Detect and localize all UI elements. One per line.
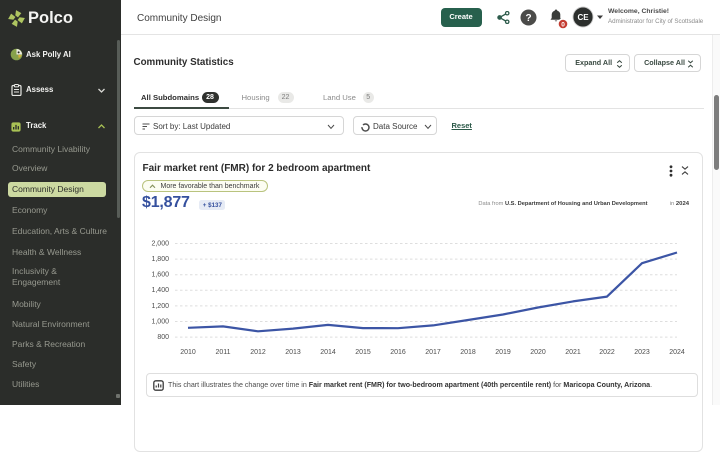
svg-text:2013: 2013 bbox=[285, 349, 301, 356]
svg-text:1,000: 1,000 bbox=[151, 318, 169, 325]
svg-text:2017: 2017 bbox=[425, 349, 441, 356]
svg-text:1,200: 1,200 bbox=[151, 303, 169, 310]
svg-text:1,600: 1,600 bbox=[151, 272, 169, 279]
svg-text:CE: CE bbox=[577, 13, 589, 22]
svg-text:2,000: 2,000 bbox=[151, 240, 169, 247]
svg-text:2015: 2015 bbox=[355, 349, 371, 356]
svg-text:2023: 2023 bbox=[634, 349, 650, 356]
svg-text:2010: 2010 bbox=[180, 349, 196, 356]
svg-text:2024: 2024 bbox=[669, 349, 685, 356]
svg-text:2019: 2019 bbox=[495, 349, 511, 356]
svg-text:1,800: 1,800 bbox=[151, 256, 169, 263]
svg-text:2021: 2021 bbox=[565, 349, 581, 356]
svg-text:2022: 2022 bbox=[599, 349, 615, 356]
svg-text:2016: 2016 bbox=[390, 349, 406, 356]
svg-text:2014: 2014 bbox=[320, 349, 336, 356]
svg-text:2011: 2011 bbox=[215, 349, 230, 356]
svg-text:800: 800 bbox=[157, 334, 169, 341]
svg-text:2020: 2020 bbox=[530, 349, 546, 356]
svg-text:1,400: 1,400 bbox=[151, 287, 169, 294]
svg-text:2012: 2012 bbox=[250, 349, 266, 356]
svg-text:?: ? bbox=[525, 13, 531, 24]
svg-text:2018: 2018 bbox=[460, 349, 476, 356]
svg-text:0: 0 bbox=[561, 21, 565, 28]
